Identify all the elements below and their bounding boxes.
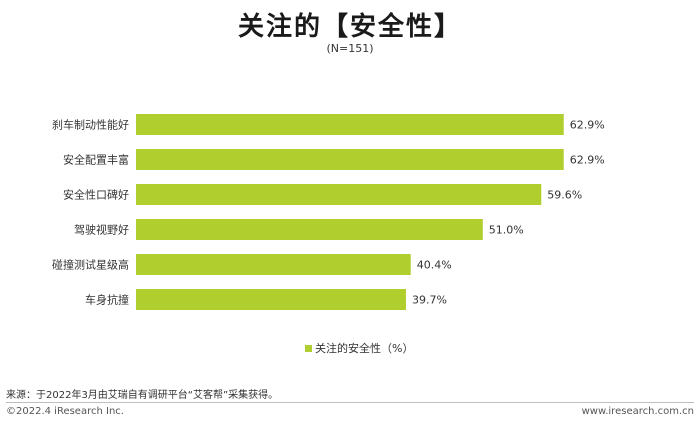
- value-label: 62.9%: [570, 154, 605, 167]
- source-note: 来源：于2022年3月由艾瑞自有调研平台“艾客帮”采集获得。: [6, 390, 279, 401]
- chart-subtitle: (N=151): [326, 42, 374, 55]
- bar-1: [136, 114, 564, 135]
- legend: 关注的安全性（%）: [305, 340, 413, 356]
- bar-5: [136, 254, 411, 275]
- category-label: 车身抗撞: [85, 293, 129, 307]
- value-label: 39.7%: [412, 294, 447, 307]
- category-label: 安全性口碑好: [63, 188, 129, 202]
- website-link[interactable]: www.iresearch.com.cn: [581, 406, 694, 417]
- value-label: 62.9%: [570, 119, 605, 132]
- category-label: 碰撞测试星级高: [52, 258, 129, 272]
- bar-4: [136, 219, 483, 240]
- footer-divider: [6, 402, 694, 403]
- chart-title: 关注的【安全性】: [237, 12, 462, 42]
- category-label: 安全配置丰富: [63, 153, 129, 167]
- category-label: 驾驶视野好: [74, 223, 129, 237]
- copyright-text: ©2022.4 iResearch Inc.: [6, 406, 124, 417]
- value-label: 40.4%: [417, 259, 452, 272]
- value-label: 51.0%: [489, 224, 524, 237]
- legend-label: 关注的安全性（%）: [315, 342, 414, 355]
- bar-3: [136, 184, 542, 205]
- value-label: 59.6%: [547, 189, 582, 202]
- bar-6: [136, 289, 406, 310]
- legend-swatch: [305, 344, 312, 352]
- bar-2: [136, 149, 564, 170]
- category-label: 刹车制动性能好: [52, 118, 129, 132]
